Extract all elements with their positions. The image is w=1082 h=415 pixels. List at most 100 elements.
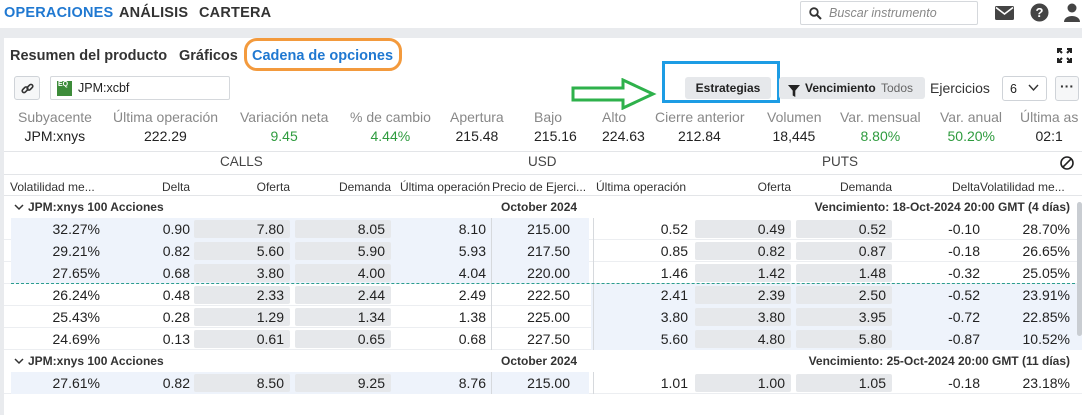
option-cell[interactable]: 1.48 — [796, 264, 892, 282]
option-cell[interactable]: 1.00 — [695, 374, 791, 392]
vencimiento-filter-button[interactable]: Vencimiento Todos — [779, 77, 925, 99]
option-cell: 29.21% — [52, 243, 100, 259]
expiration-underlying: JPM:xnys 100 Acciones — [14, 354, 164, 368]
strike-divider — [593, 284, 594, 306]
option-cell[interactable]: 5.80 — [796, 330, 892, 348]
ejercicios-label: Ejercicios — [930, 80, 990, 96]
option-cell[interactable]: 3.80 — [194, 264, 290, 282]
arrow-annotation-green — [571, 77, 657, 115]
estrategias-button[interactable]: Estrategias — [685, 77, 771, 99]
stat-value: 215.16 — [534, 128, 577, 144]
stat-value: JPM:xnys — [24, 128, 86, 144]
strike-divider — [593, 262, 594, 284]
strike-divider — [491, 262, 492, 284]
search-input[interactable] — [829, 4, 973, 22]
option-cell[interactable]: 4.80 — [695, 330, 791, 348]
option-cell[interactable]: 0.65 — [295, 330, 391, 348]
option-cell[interactable]: 5.90 — [295, 242, 391, 260]
option-cell[interactable]: 5.60 — [194, 242, 290, 260]
option-cell: 5.93 — [458, 243, 486, 259]
column-header[interactable]: Volatilidad me... — [10, 180, 95, 194]
column-header[interactable]: Última operación — [596, 180, 687, 194]
help-icon[interactable]: ? — [1030, 3, 1049, 27]
column-header[interactable]: Oferta — [757, 180, 791, 194]
option-row[interactable]: 29.21% 0.82 5.60 5.90 5.93 217.50 0.85 0.82 0.87… — [4, 240, 1082, 262]
option-cell[interactable]: 2.33 — [194, 286, 290, 304]
option-cell[interactable]: 1.29 — [194, 308, 290, 326]
nav-analisis[interactable]: ANÁLISIS — [119, 5, 189, 21]
option-cell[interactable]: 9.25 — [295, 374, 391, 392]
tab-resumen-producto[interactable]: Resumen del producto — [10, 48, 168, 64]
column-header[interactable]: Demanda — [338, 180, 391, 194]
strike-divider — [593, 372, 594, 394]
scrollbar-thumb[interactable] — [1077, 202, 1082, 336]
option-cell[interactable]: 1.34 — [295, 308, 391, 326]
option-cell[interactable]: 3.80 — [695, 308, 791, 326]
column-header[interactable]: Precio de Ejerci... — [492, 180, 587, 194]
option-cell: -0.18 — [948, 243, 980, 259]
option-cell[interactable]: 2.39 — [695, 286, 791, 304]
option-cell: 1.01 — [660, 375, 688, 391]
option-cell[interactable]: 4.00 — [295, 264, 391, 282]
option-cell: 23.18% — [1022, 375, 1070, 391]
stat-label: Alto — [602, 109, 627, 125]
strike-divider — [593, 306, 594, 328]
option-row[interactable]: 25.43% 0.28 1.29 1.34 1.38 225.00 3.80 3.80 3.95… — [4, 306, 1082, 328]
option-cell[interactable]: 2.50 — [796, 286, 892, 304]
stat-value: 02:1 — [1035, 128, 1063, 144]
option-cell[interactable]: 8.05 — [295, 220, 391, 238]
option-cell: 0.82 — [162, 375, 190, 391]
product-tabs: Resumen del producto Gráficos Cadena de … — [4, 38, 1082, 72]
mail-icon[interactable] — [995, 6, 1014, 25]
option-row[interactable]: 32.27% 0.90 7.80 8.05 8.10 215.00 0.52 0.49 0.52… — [4, 218, 1082, 240]
option-row[interactable]: 27.65% 0.68 3.80 4.00 4.04 220.00 1.46 1.42 1.48… — [4, 262, 1082, 284]
link-button[interactable] — [14, 76, 40, 100]
expiration-header[interactable]: JPM:xnys 100 Acciones October 2024 Vencimi… — [4, 350, 1082, 372]
option-row[interactable]: 24.69% 0.13 0.61 0.65 0.68 227.50 5.60 4.80 5.80… — [4, 328, 1082, 350]
expiration-underlying: JPM:xnys 100 Acciones — [14, 200, 164, 214]
option-cell[interactable]: 2.44 — [295, 286, 391, 304]
instrument-selector[interactable]: EQ JPM:xcbf — [50, 76, 230, 100]
search-icon — [809, 7, 822, 25]
hide-icon[interactable] — [1060, 156, 1074, 175]
column-header[interactable]: Delta — [951, 180, 980, 194]
option-cell[interactable]: 3.95 — [796, 308, 892, 326]
nav-cartera[interactable]: CARTERA — [199, 5, 272, 21]
column-header[interactable]: Última operación — [399, 180, 490, 194]
tab-graficos[interactable]: Gráficos — [179, 48, 238, 64]
stat-value: 50.20% — [947, 128, 995, 144]
option-cell: 28.70% — [1022, 221, 1070, 237]
option-row[interactable]: 27.61% 0.82 8.50 9.25 8.76 215.00 1.01 1.00 1.05… — [4, 372, 1082, 394]
expand-icon[interactable] — [1057, 48, 1072, 68]
option-cell[interactable]: 0.87 — [796, 242, 892, 260]
option-cell: 26.65% — [1022, 243, 1070, 259]
column-header[interactable]: Volatilidad me... — [980, 180, 1065, 194]
option-cell[interactable]: 1.42 — [695, 264, 791, 282]
ejercicios-select[interactable]: 6 — [1002, 76, 1047, 101]
column-header[interactable]: Delta — [161, 180, 190, 194]
option-cell: 8.76 — [458, 375, 486, 391]
option-cell[interactable]: 7.80 — [194, 220, 290, 238]
column-header[interactable]: Oferta — [256, 180, 290, 194]
search-box[interactable] — [800, 1, 978, 25]
stat-value: 212.84 — [678, 128, 721, 144]
highlight-annotation-blue — [662, 61, 780, 103]
strike-divider — [491, 372, 492, 394]
expiration-header[interactable]: JPM:xnys 100 Acciones October 2024 Vencimi… — [4, 196, 1082, 218]
options-toolbar: EQ JPM:xcbf — [4, 74, 1082, 104]
expiration-date: Vencimiento: 25-Oct-2024 20:00 GMT (11 d… — [808, 354, 1070, 368]
option-cell[interactable]: 0.82 — [695, 242, 791, 260]
nav-operaciones[interactable]: OPERACIONES — [4, 5, 114, 21]
option-cell: 0.90 — [162, 221, 190, 237]
option-cell[interactable]: 0.61 — [194, 330, 290, 348]
option-cell[interactable]: 0.52 — [796, 220, 892, 238]
stat-value: 9.45 — [270, 128, 298, 144]
option-cell[interactable]: 0.49 — [695, 220, 791, 238]
user-icon[interactable] — [1064, 3, 1080, 27]
option-row[interactable]: 26.24% 0.48 2.33 2.44 2.49 222.50 2.41 2.39 2.50… — [4, 284, 1082, 306]
option-cell[interactable]: 1.05 — [796, 374, 892, 392]
tab-cadena-opciones[interactable]: Cadena de opciones — [252, 48, 394, 64]
more-options-button[interactable]: ··· — [1055, 76, 1079, 101]
option-cell[interactable]: 8.50 — [194, 374, 290, 392]
column-header[interactable]: Demanda — [839, 180, 892, 194]
